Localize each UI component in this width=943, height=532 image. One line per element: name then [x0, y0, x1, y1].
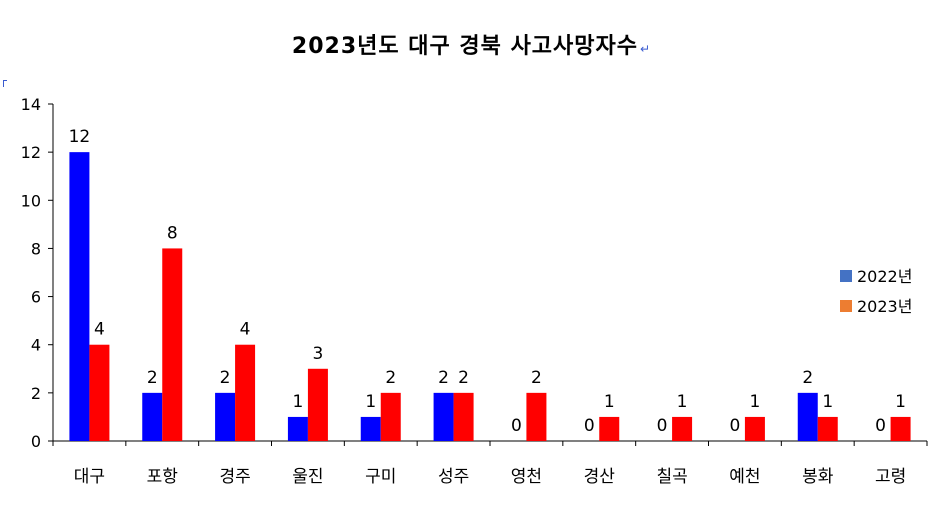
data-label: 2 — [147, 368, 158, 388]
text-boundary-mark — [3, 80, 7, 87]
paragraph-mark-icon: ↵ — [640, 42, 652, 56]
data-label: 1 — [822, 392, 833, 412]
data-label: 1 — [895, 392, 906, 412]
data-label: 8 — [167, 223, 178, 243]
bar-series2 — [89, 344, 110, 441]
y-tick-label: 8 — [31, 239, 41, 258]
x-tick-label: 영천 — [511, 467, 542, 487]
legend-swatch — [840, 270, 852, 282]
y-tick-label: 14 — [21, 95, 41, 114]
x-tick-label: 봉화 — [802, 467, 834, 487]
bar-series2 — [599, 416, 620, 441]
data-label: 0 — [657, 416, 668, 436]
bar-series2 — [162, 248, 183, 441]
x-tick-label: 고령 — [875, 467, 906, 487]
bar-series2 — [817, 416, 838, 441]
data-label: 12 — [69, 127, 91, 147]
x-tick-label: 대구 — [74, 467, 105, 487]
y-tick-label: 4 — [31, 336, 41, 355]
bar-series2 — [235, 344, 256, 441]
data-label: 0 — [730, 416, 741, 436]
data-label: 2 — [531, 368, 542, 388]
bar-series2 — [526, 392, 547, 441]
x-tick-label: 울진 — [292, 467, 323, 487]
legend-label: 2023년 — [857, 297, 912, 316]
bar-series1 — [287, 416, 308, 441]
bar-series1 — [360, 416, 381, 441]
data-label: 0 — [875, 416, 886, 436]
data-label: 2 — [220, 368, 231, 388]
data-label: 1 — [750, 392, 761, 412]
data-label: 1 — [604, 392, 615, 412]
x-tick-label: 경주 — [219, 467, 250, 487]
data-label: 2 — [385, 368, 396, 388]
chart-title: 2023년도 대구 경북 사고사망자수 ↵ — [0, 28, 943, 60]
bar-series2 — [890, 416, 911, 441]
bar-series1 — [215, 392, 236, 441]
data-label: 1 — [293, 392, 304, 412]
bar-series2 — [672, 416, 693, 441]
data-label: 1 — [677, 392, 688, 412]
x-tick-label: 포항 — [147, 467, 179, 487]
bar-series2 — [380, 392, 401, 441]
bar-series1 — [797, 392, 818, 441]
x-tick-label: 칠곡 — [656, 467, 687, 487]
data-label: 2 — [438, 368, 449, 388]
bar-series1 — [69, 152, 90, 441]
legend: 2022년 2023년 — [840, 267, 912, 316]
x-tick-label: 성주 — [438, 467, 469, 487]
data-label: 2 — [802, 368, 813, 388]
data-label: 3 — [313, 344, 324, 364]
bar-series2 — [307, 368, 328, 441]
legend-label: 2022년 — [857, 267, 912, 286]
y-tick-label: 2 — [31, 384, 41, 403]
data-label: 1 — [365, 392, 376, 412]
y-tick-label: 10 — [21, 191, 41, 210]
x-tick-label: 경산 — [584, 467, 616, 487]
bar-series1 — [142, 392, 163, 441]
x-tick-label: 구미 — [365, 467, 396, 487]
chart-title-text: 2023년도 대구 경북 사고사망자수 — [291, 34, 639, 59]
data-label: 4 — [94, 320, 105, 340]
y-tick-label: 6 — [31, 288, 41, 307]
x-tick-label: 예천 — [729, 467, 760, 487]
data-label: 2 — [458, 368, 469, 388]
data-label: 4 — [240, 320, 251, 340]
y-tick-label: 0 — [31, 432, 41, 451]
data-label: 0 — [511, 416, 522, 436]
bar-series2 — [453, 392, 474, 441]
legend-swatch — [840, 300, 852, 312]
y-tick-label: 12 — [21, 143, 41, 162]
bar-series2 — [744, 416, 765, 441]
bars — [69, 152, 911, 441]
data-label: 0 — [584, 416, 595, 436]
bar-series1 — [433, 392, 454, 441]
